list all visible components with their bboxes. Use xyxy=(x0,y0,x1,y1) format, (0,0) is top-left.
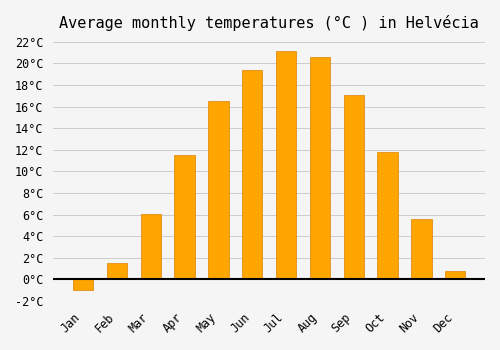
Bar xyxy=(73,279,93,290)
Bar xyxy=(411,219,432,279)
Bar xyxy=(310,57,330,279)
Title: Average monthly temperatures (°C ) in Helvécia: Average monthly temperatures (°C ) in He… xyxy=(59,15,479,31)
Bar xyxy=(208,101,229,279)
Bar xyxy=(276,50,296,279)
Bar xyxy=(242,70,262,279)
Bar xyxy=(344,95,364,279)
Bar xyxy=(378,152,398,279)
Bar xyxy=(140,214,161,279)
Bar xyxy=(174,155,195,279)
Bar xyxy=(106,263,127,279)
Bar xyxy=(445,271,466,279)
